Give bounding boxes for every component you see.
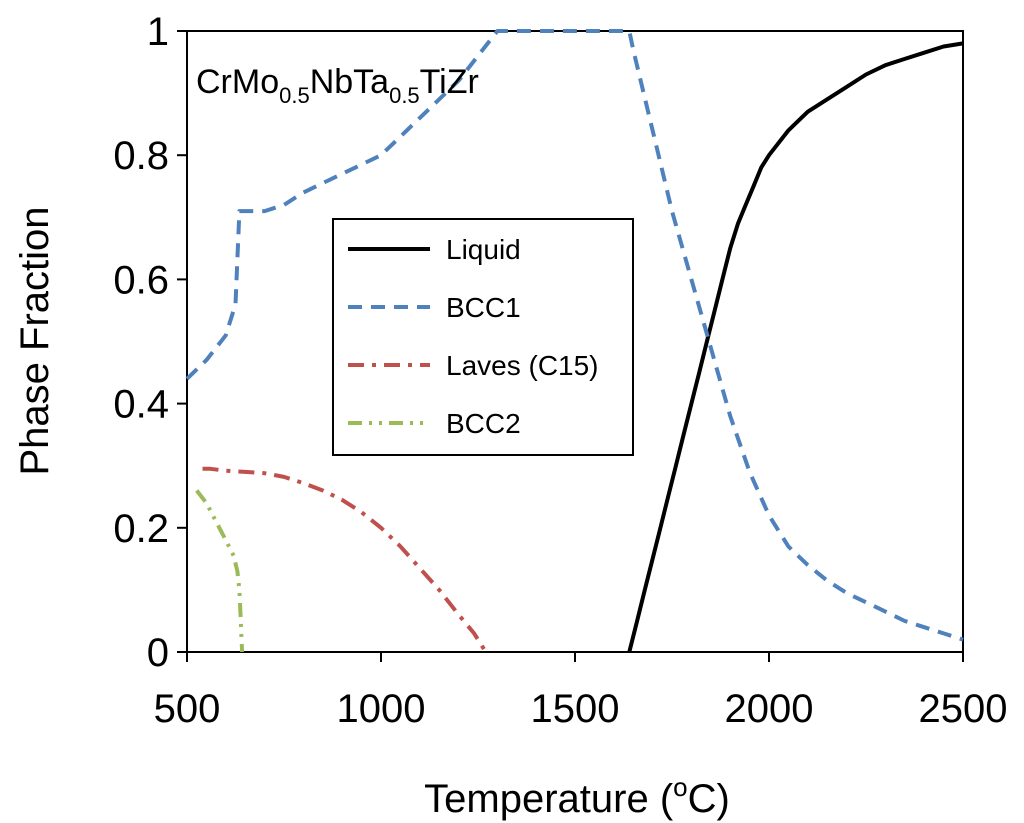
x-tick-label: 2500: [919, 687, 1008, 731]
y-axis: 0 0.2 0.4 0.6 0.8 1: [113, 10, 187, 675]
series-line-bcc1: [185, 29, 964, 642]
y-tick-label: 0: [147, 631, 169, 675]
legend-label: BCC1: [446, 292, 521, 323]
x-tick-label: 1000: [337, 687, 426, 731]
y-axis-title: Phase Fraction: [13, 206, 57, 475]
y-tick-label: 1: [147, 10, 169, 54]
legend: Liquid BCC1 Laves (C15) BCC2: [332, 218, 634, 456]
x-axis-title: Temperature (oC): [424, 772, 730, 821]
x-tick-label: 2000: [725, 687, 814, 731]
series-line-laves-c15: [202, 466, 488, 654]
legend-label: Liquid: [446, 234, 521, 265]
legend-label: BCC2: [446, 408, 521, 439]
x-axis: 500 1000 1500 2000 2500: [154, 652, 1008, 731]
legend-label: Laves (C15): [446, 350, 599, 381]
chart-annotation: CrMo0.5NbTa0.5TiZr: [196, 63, 479, 108]
y-tick-label: 0.6: [113, 258, 169, 302]
series-line-bcc2: [195, 489, 245, 653]
legend-box: [332, 218, 634, 456]
x-tick-label: 500: [154, 687, 221, 731]
y-tick-label: 0.4: [113, 383, 169, 427]
series-layer: [185, 29, 964, 654]
y-tick-label: 0.2: [113, 507, 169, 551]
series-line-liquid: [627, 41, 964, 653]
y-tick-label: 0.8: [113, 134, 169, 178]
x-tick-label: 1500: [531, 687, 620, 731]
